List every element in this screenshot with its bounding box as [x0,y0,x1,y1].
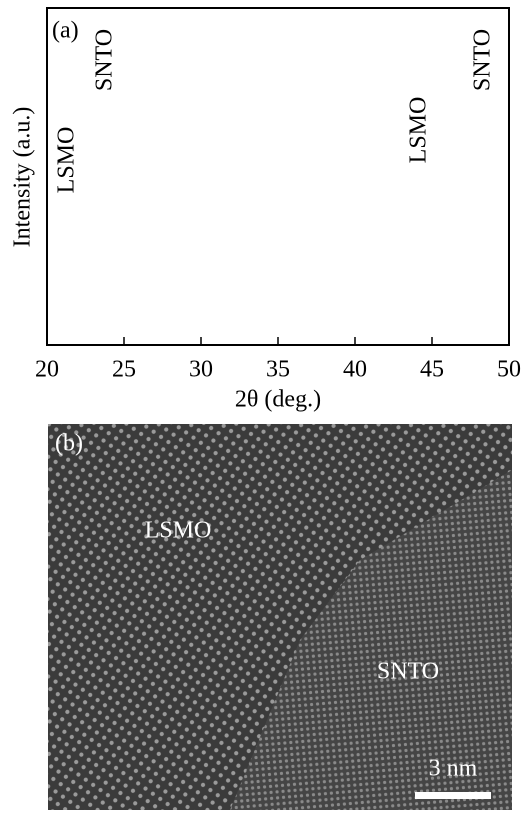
peak-annotation: SNTO [92,29,118,91]
region-label: LSMO [145,518,212,544]
x-tick-label: 35 [266,357,290,383]
x-tick-label: 20 [35,357,59,383]
scale-bar [415,792,491,799]
x-tick-label: 50 [497,357,521,383]
tem-image: (b) LSMO SNTO 3 nm [48,424,512,810]
y-axis-label: Intensity (a.u.) [10,107,36,248]
snto-lattice [230,470,512,810]
peak-annotation: LSMO [54,127,80,194]
x-tick-label: 30 [189,357,213,383]
panel-label: (b) [55,431,83,457]
plot-frame [46,7,510,346]
peak-annotation: SNTO [470,29,496,91]
scale-bar-label: 3 nm [429,756,478,782]
x-tick-label: 40 [343,357,367,383]
panel-label: (a) [52,18,79,44]
x-tick-label: 25 [112,357,136,383]
region-label: SNTO [377,659,439,685]
peak-annotation: LSMO [406,97,432,164]
x-tick-label: 45 [420,357,444,383]
x-axis-label: 2θ (deg.) [235,387,321,413]
